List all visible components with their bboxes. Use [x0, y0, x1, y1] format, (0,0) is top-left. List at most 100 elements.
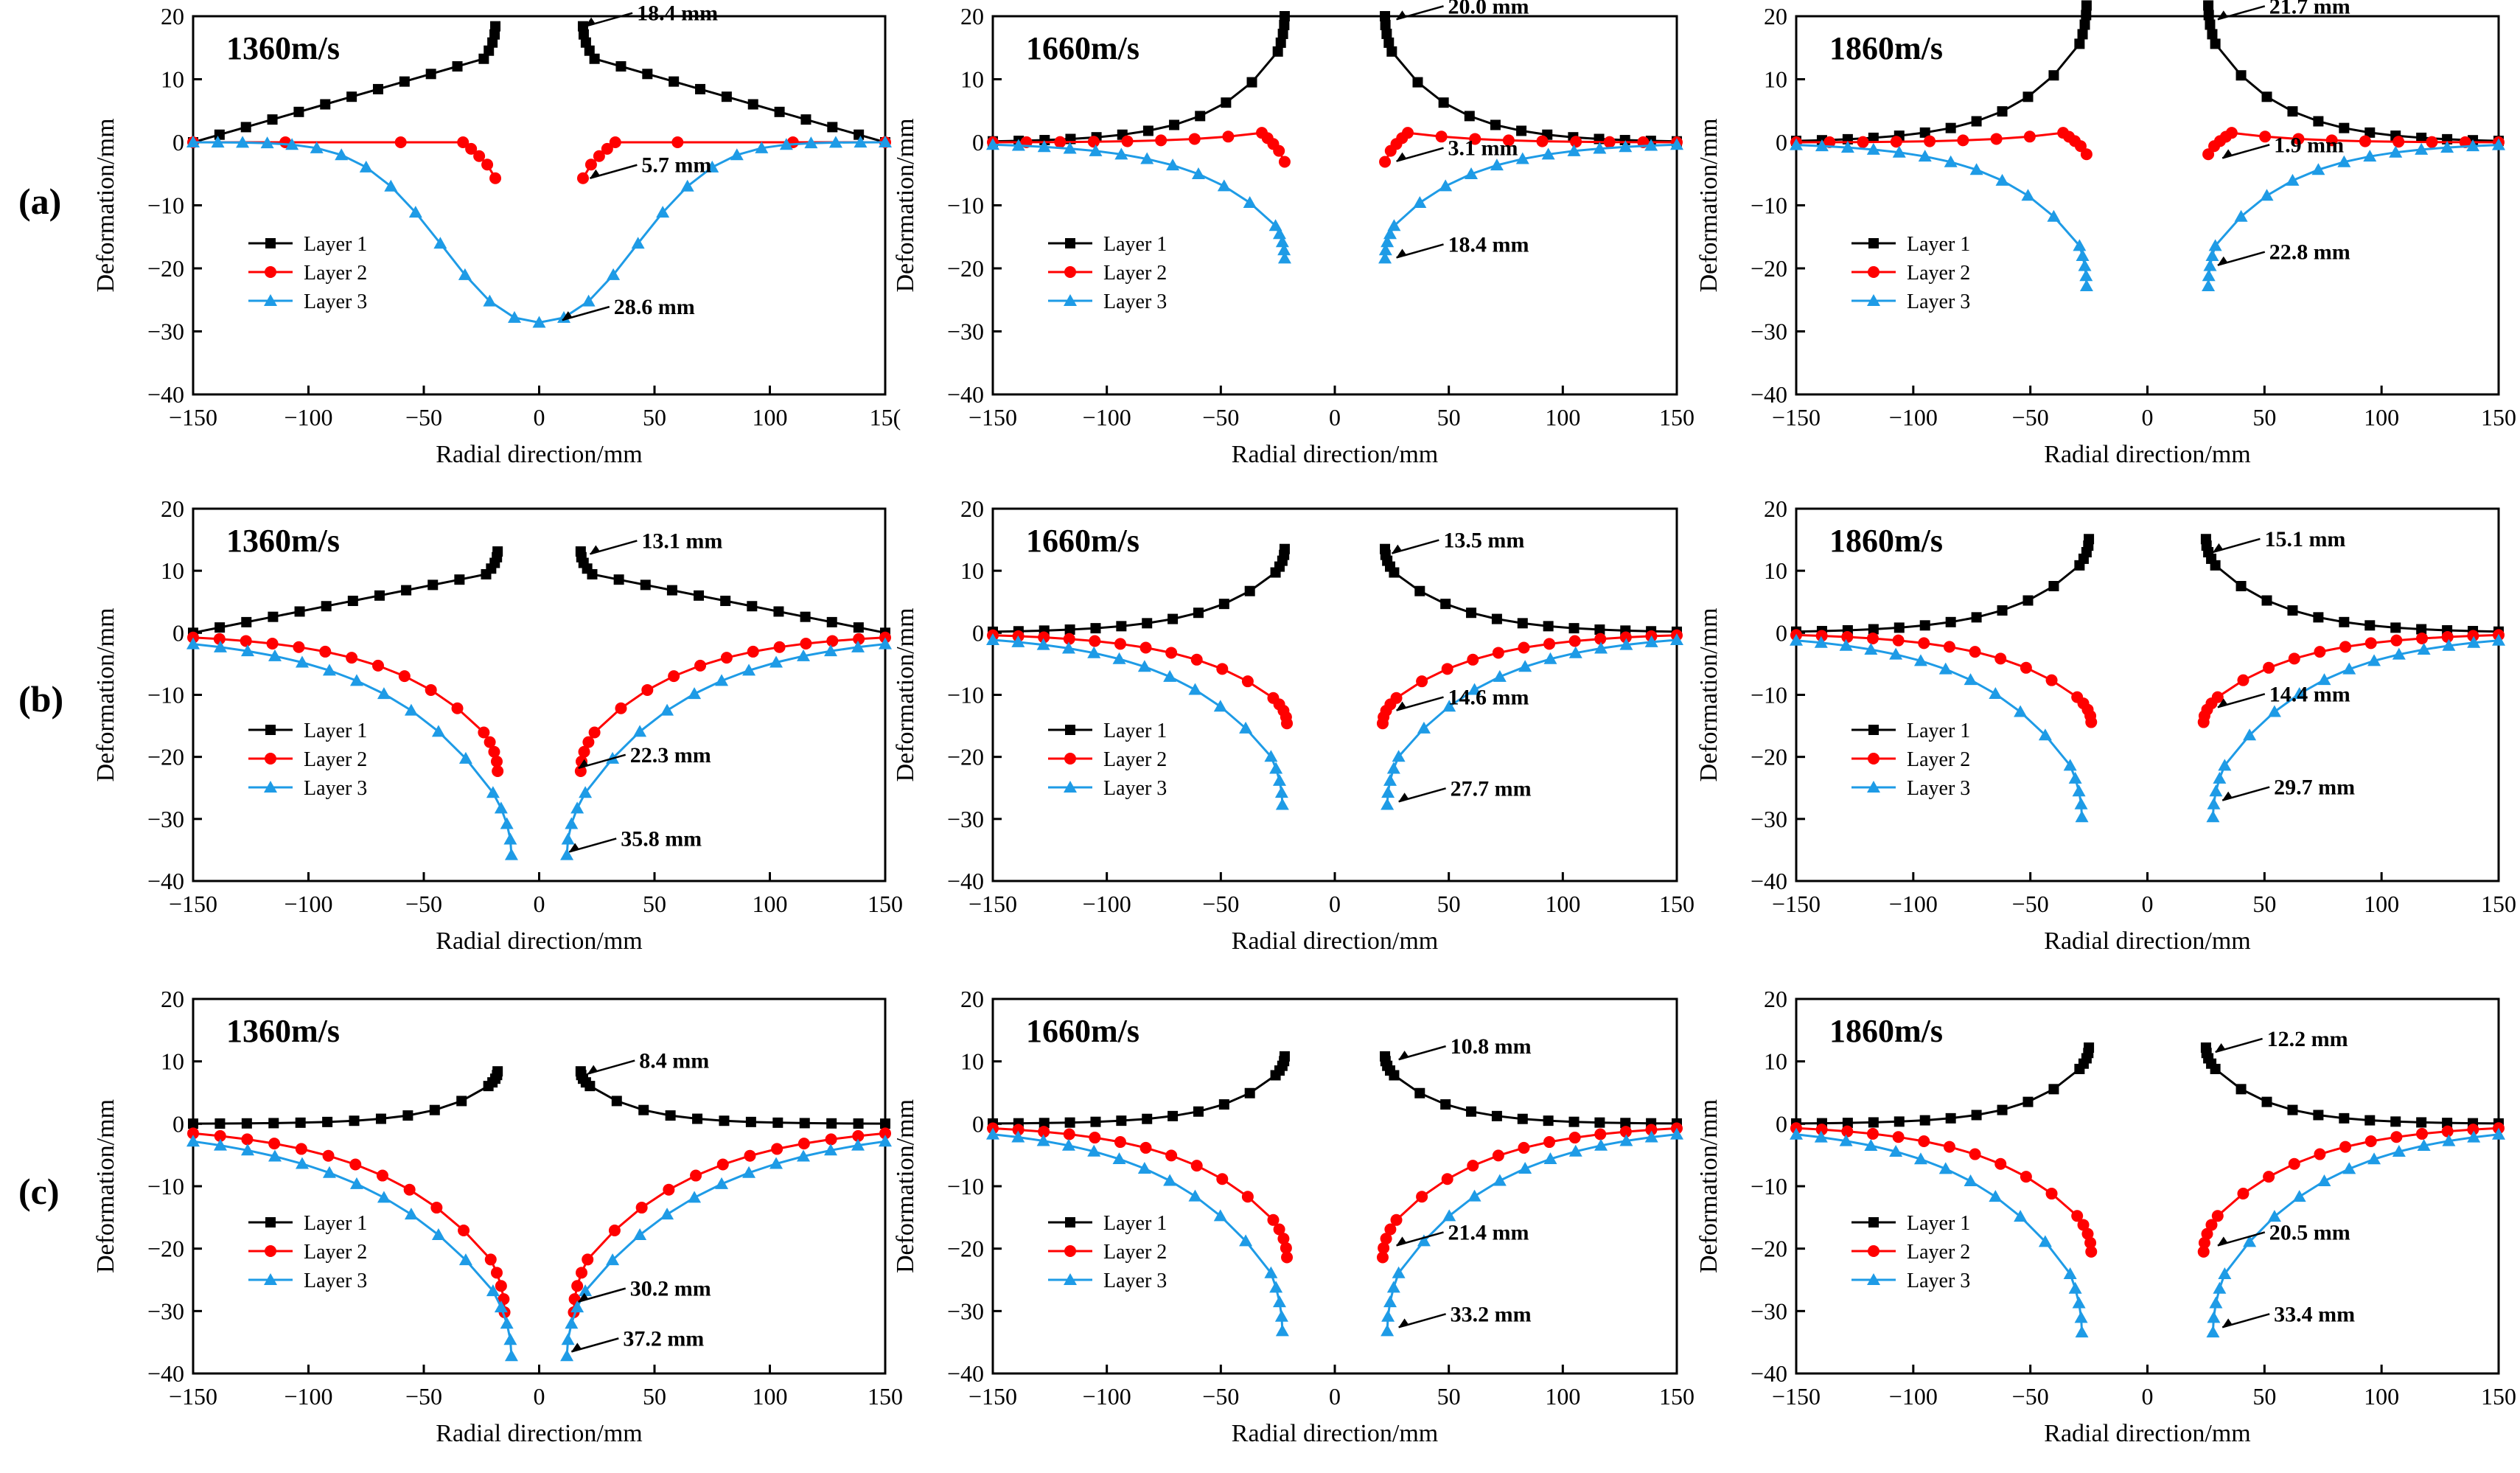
x-ticks: −150 −100 −50 0 50 100 150: [968, 386, 1694, 431]
panel-title: 1660m/s: [1026, 1013, 1139, 1049]
data-point: [1376, 1251, 1389, 1264]
x-axis-label: Radial direction/mm: [2044, 441, 2250, 468]
y-tick-label: −40: [947, 868, 984, 894]
data-point: [320, 99, 331, 110]
data-point: [715, 1177, 729, 1189]
data-point: [1866, 142, 1880, 155]
data-point: [293, 641, 305, 653]
data-point: [241, 1133, 254, 1146]
x-tick-label: 0: [534, 1383, 545, 1410]
y-tick-label: 0: [972, 619, 984, 646]
legend-label: Layer 3: [304, 290, 367, 313]
data-point: [494, 1300, 508, 1313]
y-tick-label: −20: [1751, 1236, 1787, 1262]
data-point: [2364, 637, 2377, 650]
data-point: [1379, 156, 1392, 168]
data-point: [465, 142, 478, 155]
curves: [1790, 0, 2505, 291]
y-tick-label: 10: [161, 557, 184, 584]
data-point: [986, 138, 999, 150]
legend-label: Layer 1: [1907, 1212, 1970, 1235]
y-tick-label: 0: [172, 1110, 184, 1137]
data-point: [694, 659, 707, 672]
data-point: [1381, 235, 1395, 248]
data-point: [1619, 140, 1633, 153]
data-point: [2081, 0, 2092, 11]
annotation-label: 28.6 mm: [614, 295, 695, 319]
data-point: [490, 755, 503, 767]
data-point: [1270, 1070, 1281, 1081]
data-point: [241, 1118, 252, 1129]
data-point: [1814, 1130, 1828, 1143]
data-point: [824, 1143, 838, 1156]
data-point: [1089, 635, 1101, 647]
data-point: [1889, 1145, 1903, 1157]
data-point: [1518, 660, 1532, 672]
data-point: [1442, 700, 1456, 712]
data-point: [451, 702, 464, 714]
data-point: [1011, 635, 1025, 647]
data-point: [1089, 1132, 1101, 1144]
data-point: [1383, 773, 1397, 786]
data-point: [1269, 1281, 1283, 1293]
data-point: [584, 159, 597, 171]
x-tick-label: −100: [1083, 1383, 1131, 1410]
data-point: [2317, 1174, 2331, 1186]
data-point: [454, 574, 465, 585]
x-tick-label: 50: [1437, 404, 1461, 431]
data-point: [1280, 1242, 1292, 1254]
legend-marker: [1064, 1273, 1077, 1285]
data-point: [214, 1118, 226, 1129]
x-ticks: −150 −100 −50 0 50 100 150: [169, 1365, 903, 1410]
data-point: [1594, 1128, 1607, 1141]
data-point: [1169, 119, 1180, 130]
data-point: [2261, 1096, 2272, 1107]
x-tick-label: 150: [2481, 404, 2516, 431]
data-point: [611, 1096, 622, 1107]
data-point: [268, 1149, 282, 1162]
data-point: [570, 801, 584, 814]
data-point: [560, 1349, 574, 1362]
data-point: [1383, 37, 1395, 48]
data-point: [574, 765, 587, 778]
annotations: 13.5 mm 14.6 mm 27.7 mm: [1391, 529, 1532, 803]
curves: [186, 546, 892, 860]
data-point: [2205, 1219, 2218, 1231]
data-point: [1594, 633, 1607, 645]
data-point: [1195, 111, 1206, 122]
data-point: [2022, 1096, 2034, 1107]
data-point: [720, 596, 731, 607]
x-ticks: −150 −100 −50 0 50 100 150: [169, 872, 903, 917]
y-tick-label: −10: [1751, 682, 1787, 708]
annotations: 10.8 mm 21.4 mm 33.2 mm: [1396, 1034, 1532, 1329]
panel-title: 1860m/s: [1829, 523, 1943, 559]
y-tick-label: −10: [147, 682, 184, 708]
data-point: [1790, 138, 1803, 150]
curves: [986, 1051, 1683, 1337]
data-point: [1815, 139, 1829, 152]
annotation-arrowhead: [2217, 698, 2228, 708]
legend-marker: [1868, 1245, 1879, 1257]
x-tick-label: −50: [2012, 1383, 2049, 1410]
panel-title: 1860m/s: [1829, 1013, 1943, 1049]
legend-marker: [1867, 294, 1880, 306]
data-point: [425, 69, 436, 80]
series-layer-3-right: [560, 1135, 892, 1362]
x-tick-label: 150: [1659, 404, 1694, 431]
data-point: [2048, 581, 2059, 592]
data-point: [293, 106, 304, 117]
y-axis-label: Deformation/mm: [92, 1099, 119, 1273]
data-point: [1244, 1087, 1255, 1098]
legend-label: Layer 3: [1907, 290, 1970, 313]
data-point: [2211, 691, 2224, 703]
data-point: [2261, 595, 2272, 606]
data-point: [660, 703, 674, 716]
annotation-arrowhead: [2217, 10, 2228, 20]
legend-marker: [264, 781, 277, 793]
data-point: [2207, 1311, 2221, 1323]
data-point: [1594, 624, 1605, 635]
x-tick-label: −150: [968, 891, 1017, 917]
data-point: [640, 579, 651, 591]
data-point: [2467, 635, 2481, 648]
data-point: [1037, 140, 1051, 153]
